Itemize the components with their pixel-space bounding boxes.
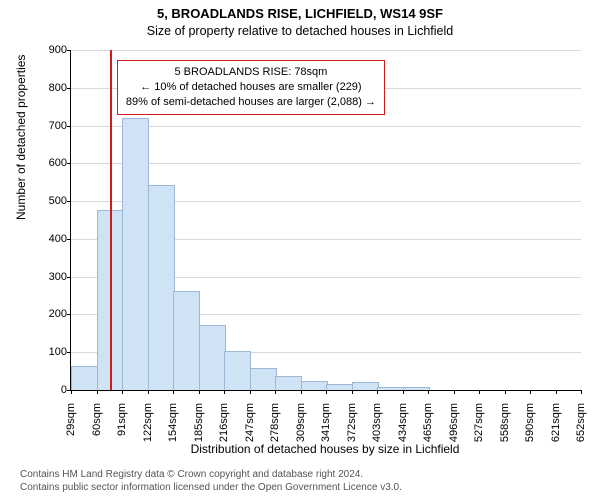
histogram-bar [173,291,200,390]
footnote-line: Contains HM Land Registry data © Crown c… [20,468,402,481]
y-tick-label: 400 [27,233,67,245]
histogram-bar [352,382,379,390]
y-tick-label: 0 [27,384,67,396]
histogram-bar [199,325,226,390]
y-tick [67,277,71,278]
callout-line: ← 10% of detached houses are smaller (22… [126,80,376,95]
subject-property-marker [110,50,112,390]
x-tick [377,390,378,394]
y-tick-label: 100 [27,346,67,358]
callout-line: 89% of semi-detached houses are larger (… [126,95,376,110]
y-tick-label: 300 [27,271,67,283]
y-tick-label: 900 [27,44,67,56]
callout-box: 5 BROADLANDS RISE: 78sqm← 10% of detache… [117,60,385,115]
y-tick-label: 500 [27,195,67,207]
histogram-bar [403,387,430,390]
histogram-bar [275,376,302,390]
x-tick [326,390,327,394]
histogram-bar [250,368,277,390]
y-tick [67,50,71,51]
y-tick-label: 600 [27,157,67,169]
x-tick [224,390,225,394]
y-tick [67,163,71,164]
histogram-bar [224,351,251,390]
y-tick-label: 800 [27,82,67,94]
gridline [71,50,581,51]
x-tick [301,390,302,394]
x-tick [148,390,149,394]
chart-subtitle: Size of property relative to detached ho… [0,24,600,38]
y-tick-label: 700 [27,120,67,132]
x-tick [479,390,480,394]
x-tick [505,390,506,394]
x-tick [275,390,276,394]
x-tick [250,390,251,394]
x-tick [403,390,404,394]
x-axis-title: Distribution of detached houses by size … [70,442,580,456]
y-tick [67,126,71,127]
x-tick [530,390,531,394]
x-tick [97,390,98,394]
address-title: 5, BROADLANDS RISE, LICHFIELD, WS14 9SF [0,6,600,21]
x-tick [199,390,200,394]
footnote-line: Contains public sector information licen… [20,481,402,494]
x-tick [122,390,123,394]
y-tick [67,239,71,240]
x-tick [454,390,455,394]
x-tick [71,390,72,394]
histogram-bar [301,381,328,390]
footnote: Contains HM Land Registry data © Crown c… [20,468,402,494]
x-tick [428,390,429,394]
y-tick [67,352,71,353]
y-tick-label: 200 [27,308,67,320]
chart-plot-area: 010020030040050060070080090029sqm60sqm91… [70,50,581,391]
histogram-bar [122,118,149,390]
histogram-bar [326,384,353,390]
y-tick [67,314,71,315]
x-tick [352,390,353,394]
histogram-bar [148,185,175,390]
y-axis-title: Number of detached properties [14,55,28,220]
x-tick [556,390,557,394]
y-tick [67,88,71,89]
histogram-bar [377,387,404,390]
x-tick [581,390,582,394]
x-tick [173,390,174,394]
callout-line: 5 BROADLANDS RISE: 78sqm [126,65,376,80]
histogram-bar [71,366,98,390]
y-tick [67,201,71,202]
